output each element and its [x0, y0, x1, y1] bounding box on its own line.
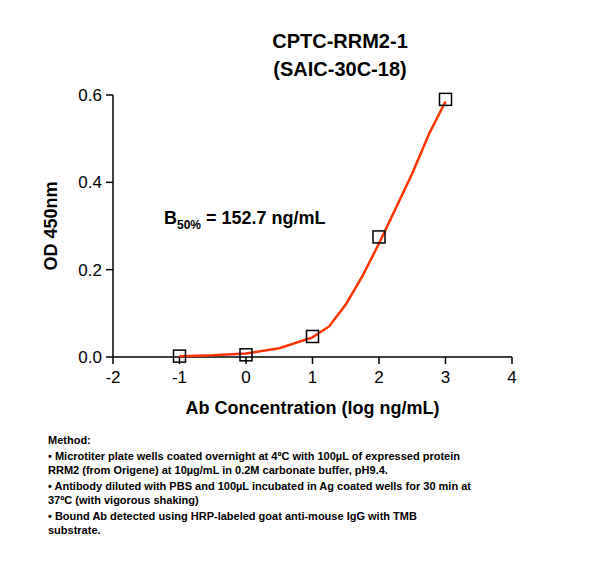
y-axis-label: OD 450nm: [41, 181, 61, 270]
x-tick: [445, 357, 447, 364]
annotation: B50% = 152.7 ng/mL: [164, 208, 326, 232]
x-axis-label: Ab Concentration (log ng/mL): [186, 398, 440, 418]
notes-line: substrate.: [48, 524, 101, 536]
title: CPTC-RRM2-1: [272, 30, 408, 52]
subtitle: (SAIC-30C-18): [273, 58, 406, 80]
data-point: [373, 231, 385, 243]
data-point: [307, 330, 319, 342]
plot-area: [174, 93, 452, 362]
y-tick: [106, 269, 113, 271]
x-tick-label: 1: [308, 368, 317, 387]
notes-line: • Bound Ab detected using HRP-labeled go…: [48, 510, 417, 522]
y-tick-label: 0.4: [78, 173, 102, 192]
x-tick: [179, 357, 181, 364]
chart: CPTC-RRM2-1 (SAIC-30C-18) -2 -1 0 1 2 3 4 0.0 0.2 0…: [0, 0, 600, 576]
y-tick: [106, 356, 113, 358]
x-tick-label: -1: [172, 368, 187, 387]
data-point: [240, 349, 252, 361]
y-tick: [106, 94, 113, 96]
y-tick: [106, 182, 113, 184]
notes-line: • Microtiter plate wells coated overnigh…: [48, 450, 460, 462]
notes-line: • Antibody diluted with PBS and 100µL in…: [48, 480, 471, 492]
notes-line: RRM2 (from Origene) at 10µg/mL in 0.2M c…: [48, 464, 388, 476]
x-tick-label: 3: [441, 368, 450, 387]
fit-curve: [180, 102, 446, 357]
y-tick-label: 0.6: [78, 86, 102, 105]
notes-heading: Method:: [48, 434, 91, 446]
annotation-subscript: 50%: [177, 218, 201, 232]
annotation-suffix: = 152.7 ng/mL: [201, 208, 326, 228]
annotation-text: B: [164, 208, 177, 228]
x-tick: [378, 357, 380, 364]
y-axis: [112, 95, 114, 357]
data-point: [440, 93, 452, 105]
x-tick: [312, 357, 314, 364]
x-tick: [112, 357, 114, 364]
x-tick-label: 0: [241, 368, 250, 387]
x-tick-label: -2: [105, 368, 120, 387]
y-tick-label: 0.2: [78, 261, 102, 280]
data-point: [174, 350, 186, 362]
x-tick-label: 4: [507, 368, 516, 387]
notes-line: 37ºC (with vigorous shaking): [48, 494, 199, 506]
x-tick-label: 2: [374, 368, 383, 387]
y-tick-label: 0.0: [78, 348, 102, 367]
x-tick: [511, 357, 513, 364]
